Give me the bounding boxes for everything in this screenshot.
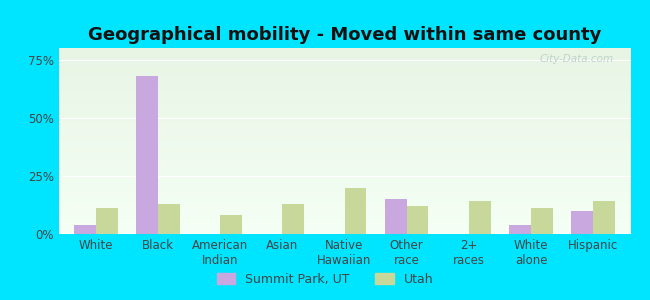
Bar [531,208,552,234]
Bar [282,204,304,234]
Bar [158,204,180,234]
Bar [571,211,593,234]
Bar [407,206,428,234]
Title: Geographical mobility - Moved within same county: Geographical mobility - Moved within sam… [88,26,601,44]
Bar [385,199,407,234]
Text: City-Data.com: City-Data.com [540,54,614,64]
Bar [509,225,531,234]
Bar [344,188,366,234]
Bar [220,215,242,234]
Bar [74,225,96,234]
Bar [469,202,491,234]
Bar [593,202,615,234]
Bar [136,76,158,234]
Bar [96,208,118,234]
Legend: Summit Park, UT, Utah: Summit Park, UT, Utah [212,268,438,291]
